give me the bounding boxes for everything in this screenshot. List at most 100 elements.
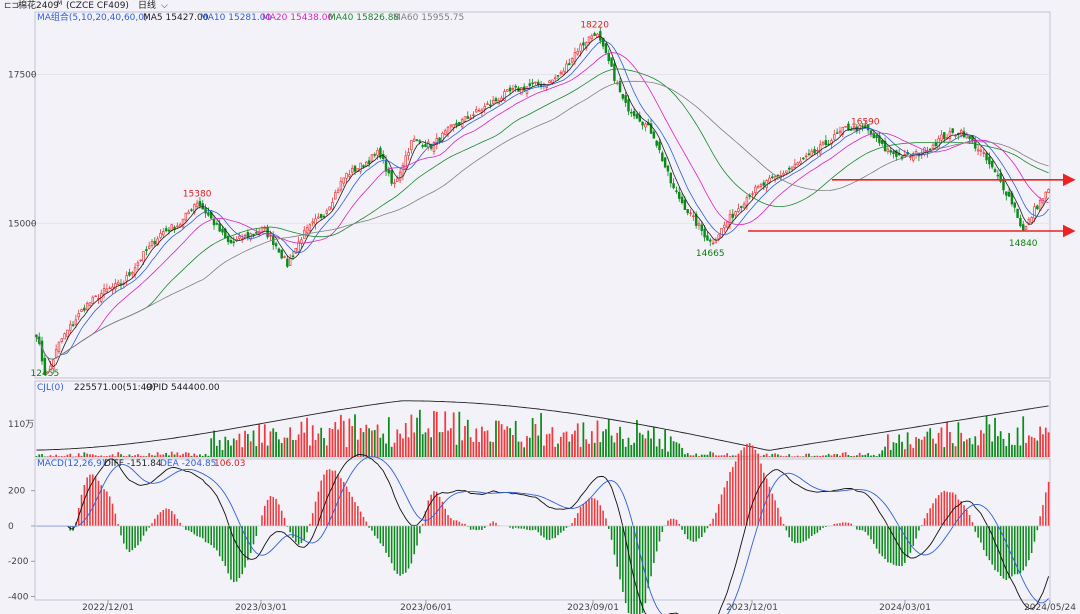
volume-bar [106,456,108,457]
candle-body [940,134,943,141]
volume-bar [483,431,486,457]
main-grid [35,74,1050,224]
moving-average-lines [36,36,1049,368]
volume-bar [303,432,306,457]
volume-bar [923,436,926,457]
volume-bar [878,453,881,457]
volume-bar [156,452,159,457]
candle-body [931,144,935,150]
volume-bar [965,439,968,457]
candle-body [824,140,828,146]
candle-body [328,206,331,211]
volume-bar [286,437,289,457]
candle-body [469,117,472,119]
candle-body [649,123,653,134]
volume-bar [117,452,120,457]
macd-legend-title: MACD(12,26,9) [37,459,105,469]
volume-bar [413,432,416,457]
candle-body [1024,226,1028,230]
candle-body [669,172,673,184]
volume-bar [791,456,793,458]
candle-body [508,87,512,92]
candle-body [94,295,97,298]
x-tick-label: 2023/12/01 [726,603,778,613]
volume-bar [641,434,644,457]
candle-body [288,257,292,266]
candle-body [999,173,1002,182]
volume-bar [957,422,960,457]
candle-body [883,140,887,152]
volume-bar [77,453,80,457]
volume-bar [540,413,542,457]
volume-bar [695,453,698,457]
volume-bar [872,454,875,457]
volume-bar [700,454,703,457]
ma60-legend: MA60 15955.75 [393,13,464,23]
volume-bar [221,450,224,457]
volume-bar [557,443,559,457]
candle-body [150,241,154,246]
volume-bar [1008,432,1010,457]
volume-bar [269,431,272,457]
candle-body [274,243,278,247]
candle-body [818,144,822,154]
candle-body [700,224,704,231]
volume-bar [447,430,449,457]
opid-legend: OPID 544400.00 [146,383,220,393]
header-bar: ⊏⊐ 棉花2409 M (CZCE CF409) 日线 ⌵ [4,0,168,11]
candlestick-series[interactable] [35,27,1050,376]
candle-body [393,182,396,185]
candle-body [435,137,438,145]
candle-body [821,142,825,145]
candle-body [491,100,495,104]
volume-bar [571,434,573,457]
volume-bar [971,444,974,457]
volume-bar [717,455,720,457]
candle-body [861,125,864,127]
volume-bar [709,451,712,457]
volume-bar [793,456,796,457]
candle-body [314,218,317,225]
candlestick-icon[interactable]: ⊏⊐ [4,1,19,11]
candle-body [1019,218,1022,227]
volume-bar [148,453,151,457]
candle-body [195,202,199,207]
volume-bar [390,446,393,457]
chevron-down-icon[interactable]: ⌵ [161,1,168,11]
volume-bar [289,427,292,457]
volume-bar [461,440,464,457]
candle-body [833,134,836,140]
candle-body [909,156,912,159]
volume-bar [605,429,607,457]
period-selector[interactable]: 日线 [138,0,156,11]
volume-bar [517,441,520,457]
volume-bar [292,439,294,457]
volume-bar [850,456,853,457]
volume-bar [55,454,58,457]
volume-bar [706,454,709,457]
candle-body [850,129,853,131]
candle-body [52,359,55,370]
ma20-legend: MA20 15438.00 [262,13,333,23]
candle-body [494,98,498,102]
volume-bar [774,453,776,457]
volume-bar [686,453,689,457]
volume-bar [802,456,805,457]
volume-bar [918,438,920,457]
volume-bar [537,435,540,457]
volume-value: 225571.00(51:49) [74,383,156,393]
volume-bar [619,426,621,457]
candle-body [1038,200,1042,211]
candle-body [40,340,44,362]
volume-bar [153,455,156,457]
candle-body [221,228,224,233]
candle-body [923,147,926,155]
candle-body [80,309,83,312]
candle-body [579,44,582,52]
candle-body [678,191,681,199]
volume-bar [241,447,244,457]
candle-body [754,186,757,193]
volume-bar [503,429,506,457]
candle-body [551,79,554,83]
